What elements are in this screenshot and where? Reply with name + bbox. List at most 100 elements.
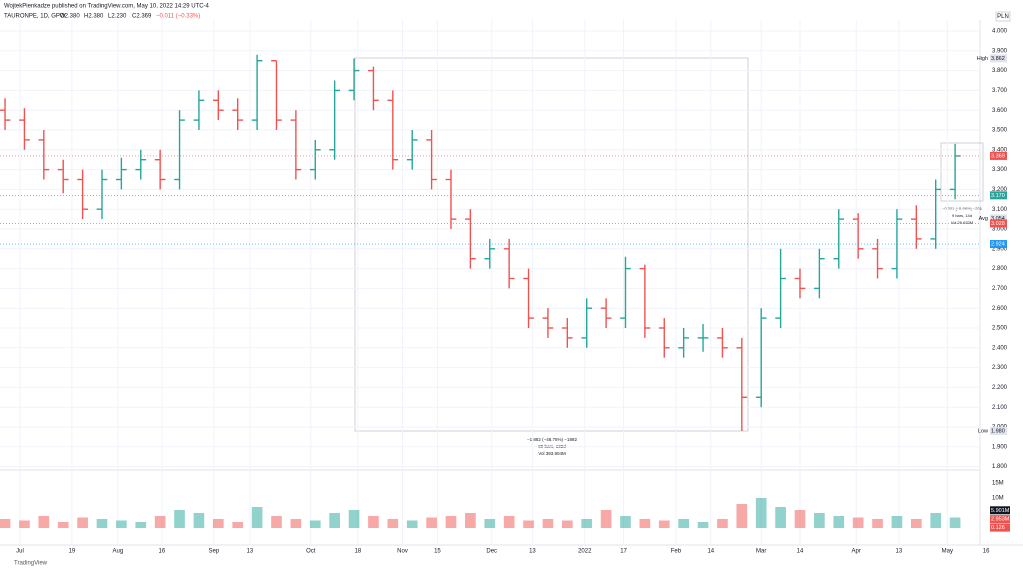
- price-label: 3.369: [991, 153, 1005, 159]
- currency-box: [995, 11, 1011, 22]
- y-tick-label: 3.000: [992, 227, 1008, 233]
- volume-bar: [38, 516, 50, 528]
- y-tick-label: 2.400: [992, 345, 1008, 351]
- volume-bar: [0, 519, 11, 528]
- volume-bar: [368, 516, 379, 528]
- x-tick-label: Oct: [306, 549, 316, 555]
- volume-label: 0.126: [991, 525, 1005, 531]
- x-tick-label: 17: [620, 549, 627, 555]
- x-tick-label: Mar: [756, 549, 766, 555]
- volume-bar: [872, 519, 883, 528]
- currency: PLN: [997, 14, 1009, 20]
- volume-tick-label: 10M: [992, 496, 1004, 502]
- x-tick-label: Apr: [852, 549, 861, 555]
- x-tick-label: Nov: [397, 549, 408, 555]
- x-tick-label: Sep: [209, 549, 220, 555]
- volume-bar: [271, 516, 282, 528]
- x-tick-label: Aug: [113, 549, 124, 555]
- footer: TradingView: [14, 561, 48, 567]
- x-tick-label: 19: [69, 549, 76, 555]
- price-label-name: High: [977, 56, 988, 62]
- volume-bar: [116, 520, 127, 528]
- volume-label-bg: [990, 523, 1010, 532]
- price-label-name: Avg: [979, 216, 988, 222]
- volume-bar: [794, 510, 806, 528]
- volume-bar: [77, 517, 88, 528]
- price-label: 3.170: [991, 193, 1005, 199]
- measure-box-small: [940, 142, 984, 202]
- volume-bar: [717, 519, 728, 528]
- y-tick-label: 1.900: [992, 444, 1008, 450]
- open-value: O2.380: [60, 14, 80, 20]
- x-tick-label: 14: [797, 549, 804, 555]
- annotation: 9 bars, 14d: [952, 213, 972, 218]
- x-tick-label: 16: [159, 549, 166, 555]
- y-tick-label: 2.100: [992, 405, 1008, 411]
- y-tick-label: 3.800: [992, 68, 1008, 74]
- y-tick-label: 3.300: [992, 167, 1008, 173]
- volume-bar: [154, 516, 166, 528]
- volume-bar: [523, 520, 534, 528]
- x-tick-label: Jul: [16, 549, 24, 555]
- x-tick-label: 14: [707, 549, 714, 555]
- y-tick-label: 2.600: [992, 306, 1008, 312]
- volume-bar: [930, 513, 942, 528]
- price-label-bg: [990, 426, 1007, 435]
- volume-bar: [193, 513, 205, 528]
- x-tick-label: 13: [529, 549, 536, 555]
- y-tick-label: 3.500: [992, 128, 1008, 134]
- low-value: L2.230: [108, 14, 127, 20]
- volume-bar: [232, 522, 244, 528]
- x-tick-label: May: [942, 549, 953, 555]
- volume-bar: [19, 520, 30, 528]
- x-tick-label: 15: [434, 549, 441, 555]
- y-tick-label: 3.900: [992, 48, 1008, 54]
- x-tick-label: Feb: [671, 549, 682, 555]
- volume-bar: [96, 519, 108, 528]
- volume-bar: [426, 517, 437, 528]
- volume-label: 5.901M: [991, 508, 1010, 514]
- volume-bar: [891, 516, 903, 528]
- volume-bar: [484, 519, 496, 528]
- volume-bar: [174, 510, 185, 528]
- volume-label: 2.953M: [991, 517, 1010, 523]
- y-tick-label: 3.700: [992, 88, 1008, 94]
- volume-bar: [910, 519, 922, 528]
- x-tick-label: 13: [896, 549, 903, 555]
- price-label: 3.054: [991, 216, 1005, 222]
- volume-bar: [503, 516, 515, 528]
- volume-bar: [57, 522, 69, 528]
- y-tick-label: 2.500: [992, 326, 1008, 332]
- volume-bar: [212, 519, 224, 528]
- volume-bar: [833, 516, 845, 528]
- price-label: 2.924: [991, 242, 1005, 248]
- volume-bar: [620, 516, 631, 528]
- close-value: C2.369: [132, 14, 152, 20]
- price-label-bg: [990, 151, 1007, 160]
- x-tick-label: 18: [355, 549, 362, 555]
- volume-bar: [135, 522, 147, 528]
- y-tick-label: 2.900: [992, 246, 1008, 252]
- price-label-bg: [990, 54, 1007, 63]
- price-label-bg: [990, 240, 1007, 249]
- volume-label-bg: [990, 506, 1010, 515]
- volume-bar: [406, 520, 418, 528]
- volume-bar: [736, 504, 748, 528]
- volume-bar: [755, 498, 767, 528]
- volume-bar: [329, 513, 340, 528]
- annotation: Vol 393.904M: [538, 451, 566, 456]
- x-tick-label: Dec: [486, 549, 497, 555]
- price-label: 1.980: [991, 428, 1005, 434]
- annotation: −0.201 (−5.96%) −201: [942, 206, 983, 211]
- volume-bar: [852, 517, 864, 528]
- volume-bar: [348, 510, 360, 528]
- volume-bar: [542, 519, 554, 528]
- volume-bar: [561, 520, 573, 528]
- volume-bar: [251, 507, 263, 528]
- y-tick-label: 3.400: [992, 147, 1008, 153]
- price-label: 3.028: [991, 221, 1005, 227]
- symbol: TAURONPE, 1D, GPW: [4, 14, 66, 20]
- y-tick-label: 2.800: [992, 266, 1008, 272]
